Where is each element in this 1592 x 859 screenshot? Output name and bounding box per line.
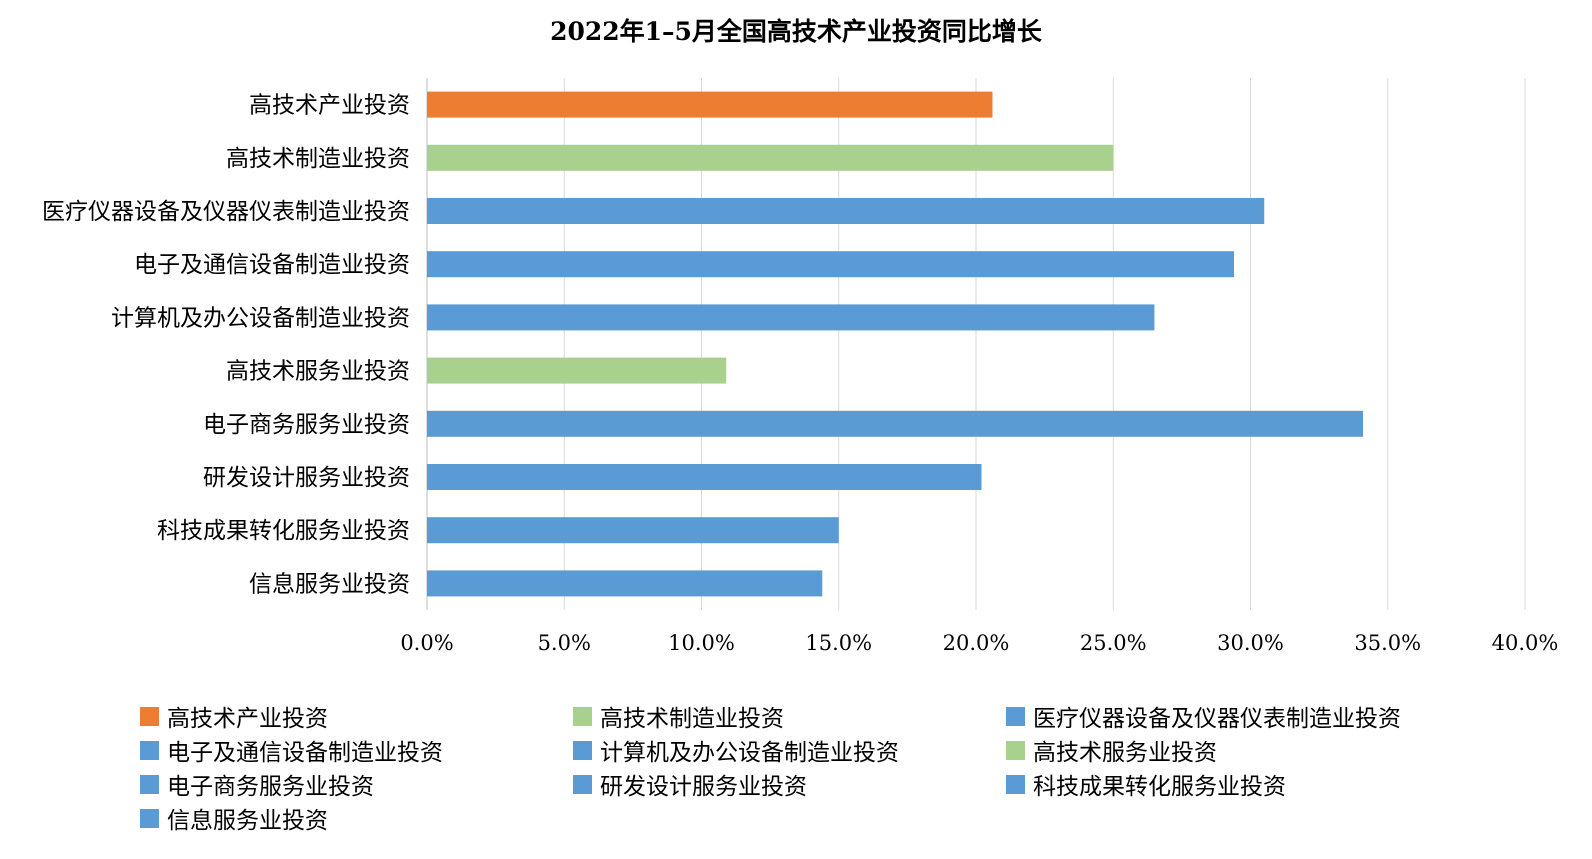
bar: [427, 570, 823, 597]
legend-swatch: [140, 808, 159, 828]
legend-swatch: [1006, 706, 1025, 726]
legend-item: 研发设计服务业投资: [573, 770, 1006, 800]
x-tick-label: 40.0%: [1492, 631, 1559, 655]
legend-label: 信息服务业投资: [167, 808, 328, 834]
x-tick-label: 20.0%: [943, 631, 1010, 655]
legend-swatch: [1006, 740, 1025, 760]
x-tick-label: 25.0%: [1080, 631, 1147, 655]
x-tick-label: 35.0%: [1354, 631, 1421, 655]
bar: [427, 251, 1235, 278]
legend-swatch: [573, 706, 592, 726]
x-tick-label: 5.0%: [538, 631, 591, 655]
legend-label: 高技术服务业投资: [1033, 740, 1217, 766]
legend-item: 信息服务业投资: [140, 804, 573, 834]
legend-label: 科技成果转化服务业投资: [1033, 774, 1286, 800]
legend-item: 高技术产业投资: [140, 702, 573, 732]
category-label: 高技术服务业投资: [226, 359, 410, 385]
x-tick-label: 0.0%: [400, 631, 453, 655]
legend-label: 电子及通信设备制造业投资: [167, 740, 443, 766]
legend-item: 医疗仪器设备及仪器仪表制造业投资: [1006, 702, 1506, 732]
legend-item: 高技术制造业投资: [573, 702, 1006, 732]
bar: [427, 198, 1265, 224]
category-label: 信息服务业投资: [249, 571, 410, 597]
x-tick-label: 15.0%: [805, 631, 872, 655]
legend-swatch: [1006, 774, 1025, 794]
legend-swatch: [573, 774, 592, 794]
legend-swatch: [140, 706, 159, 726]
bar: [427, 304, 1155, 331]
x-tick-label: 10.0%: [668, 631, 735, 655]
bar: [427, 144, 1114, 171]
legend-label: 研发设计服务业投资: [600, 774, 807, 800]
legend-label: 医疗仪器设备及仪器仪表制造业投资: [1033, 706, 1401, 732]
bar: [427, 357, 727, 384]
legend-swatch: [140, 740, 159, 760]
bar: [427, 91, 993, 118]
category-label: 医疗仪器设备及仪器仪表制造业投资: [42, 199, 410, 225]
legend-label: 高技术制造业投资: [600, 706, 784, 732]
legend-item: 科技成果转化服务业投资: [1006, 770, 1506, 800]
category-label: 电子商务服务业投资: [203, 412, 410, 438]
bar-chart-plot: 0.0% 5.0% 10.0% 15.0% 20.0% 25.0% 30.0% 35.0% 40…: [42, 78, 1559, 655]
chart-title: 2022年1–5月全国高技术产业投资同比增长: [550, 17, 1042, 46]
category-label: 研发设计服务业投资: [203, 465, 410, 491]
category-label: 计算机及办公设备制造业投资: [111, 305, 410, 331]
legend-swatch: [140, 774, 159, 794]
category-label: 高技术制造业投资: [226, 146, 410, 172]
category-label: 电子及通信设备制造业投资: [134, 252, 410, 278]
category-label: 科技成果转化服务业投资: [157, 518, 410, 544]
legend-label: 高技术产业投资: [167, 706, 328, 732]
legend-item: 电子商务服务业投资: [140, 770, 573, 800]
bar: [427, 517, 839, 544]
legend-item: 电子及通信设备制造业投资: [140, 736, 573, 766]
legend-swatch: [573, 740, 592, 760]
legend-label: 电子商务服务业投资: [167, 774, 374, 800]
legend-item: 计算机及办公设备制造业投资: [573, 736, 1006, 766]
x-tick-label: 30.0%: [1217, 631, 1284, 655]
bar: [427, 464, 982, 490]
category-label: 高技术产业投资: [249, 93, 410, 119]
chart-legend: 高技术产业投资 高技术制造业投资 医疗仪器设备及仪器仪表制造业投资电子及通信设备制造…: [140, 702, 1580, 834]
legend-item: 高技术服务业投资: [1006, 736, 1506, 766]
legend-label: 计算机及办公设备制造业投资: [600, 740, 899, 766]
bar: [427, 410, 1364, 437]
